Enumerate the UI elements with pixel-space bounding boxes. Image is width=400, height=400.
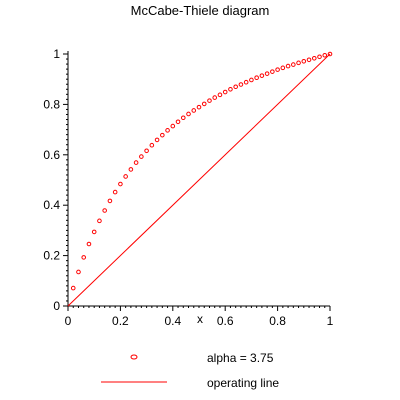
legend-label-alpha: alpha = 3.75 [207, 351, 274, 365]
x-tick-label: 1 [327, 314, 334, 328]
y-tick-label: 0 [53, 299, 60, 313]
equilibrium-point [270, 69, 275, 74]
equilibrium-point [259, 73, 265, 78]
equilibrium-point [207, 98, 212, 103]
equilibrium-point [191, 108, 197, 113]
x-tick-label: 0 [65, 314, 72, 328]
y-tick-label: 0.4 [43, 198, 60, 212]
equilibrium-point [254, 75, 259, 80]
plot-area: 0 0.2 0.4 0.6 0.8 1 0 0.2 0.4 0.6 0.8 1 [43, 47, 333, 328]
equilibrium-point [306, 57, 312, 63]
equilibrium-point [128, 167, 134, 172]
equilibrium-point [285, 63, 291, 69]
equilibrium-point [311, 55, 317, 61]
equilibrium-point [118, 181, 123, 187]
equilibrium-point [76, 269, 81, 275]
equilibrium-point [70, 285, 76, 291]
x-tick-label: 0.4 [164, 314, 181, 328]
equilibrium-point [186, 111, 191, 117]
legend: alpha = 3.75 operating line [101, 351, 279, 390]
x-axis-label: x [197, 312, 203, 326]
tick-labels: 0 0.2 0.4 0.6 0.8 1 0 0.2 0.4 0.6 0.8 1 [43, 47, 333, 328]
equilibrium-point [212, 95, 218, 100]
y-tick-label: 0.2 [43, 249, 60, 263]
equilibrium-point [228, 86, 233, 92]
equilibrium-point [154, 137, 160, 143]
equilibrium-point [91, 229, 97, 235]
equilibrium-point [322, 52, 328, 58]
equilibrium-point [123, 174, 128, 179]
equilibrium-point [201, 101, 207, 107]
equilibrium-point [160, 132, 165, 138]
equilibrium-point [165, 128, 170, 133]
equilibrium-point [180, 115, 186, 121]
x-tick-label: 0.6 [217, 314, 234, 328]
y-tick-label: 0.8 [43, 97, 60, 111]
legend-marker-alpha [130, 354, 138, 360]
equilibrium-point [233, 84, 238, 90]
x-tick-label: 0.2 [112, 314, 129, 328]
equilibrium-point [139, 154, 144, 159]
equilibrium-point [222, 89, 228, 95]
equilibrium-point [107, 198, 113, 204]
y-tick-label: 1 [53, 47, 60, 61]
equilibrium-point [280, 65, 286, 71]
operating-line [67, 53, 331, 307]
equilibrium-point [86, 241, 92, 247]
chart-title: McCabe-Thiele diagram [131, 3, 270, 18]
equilibrium-point [97, 218, 102, 224]
equilibrium-point [296, 60, 301, 66]
equilibrium-point [149, 142, 155, 148]
equilibrium-point [264, 71, 270, 76]
equilibrium-point [144, 148, 149, 154]
equilibrium-point [327, 51, 333, 57]
equilibrium-point [238, 82, 244, 87]
equilibrium-point [291, 62, 296, 67]
equilibrium-point [275, 67, 280, 72]
equilibrium-point [102, 208, 107, 213]
equilibrium-point [112, 189, 118, 195]
equilibrium-point [81, 255, 87, 260]
ticks [63, 53, 331, 311]
equilibrium-point [243, 79, 249, 85]
x-tick-label: 0.8 [269, 314, 286, 328]
equilibrium-point [317, 54, 322, 60]
equilibrium-point [175, 119, 181, 125]
legend-label-operating-line: operating line [207, 376, 279, 390]
equilibrium-point [249, 77, 254, 83]
series-layer [67, 51, 333, 307]
equilibrium-point [196, 104, 202, 110]
equilibrium-point [133, 160, 139, 165]
equilibrium-point [170, 123, 176, 129]
equilibrium-point [217, 92, 223, 98]
equilibrium-point [301, 59, 307, 64]
y-tick-label: 0.6 [43, 148, 60, 162]
